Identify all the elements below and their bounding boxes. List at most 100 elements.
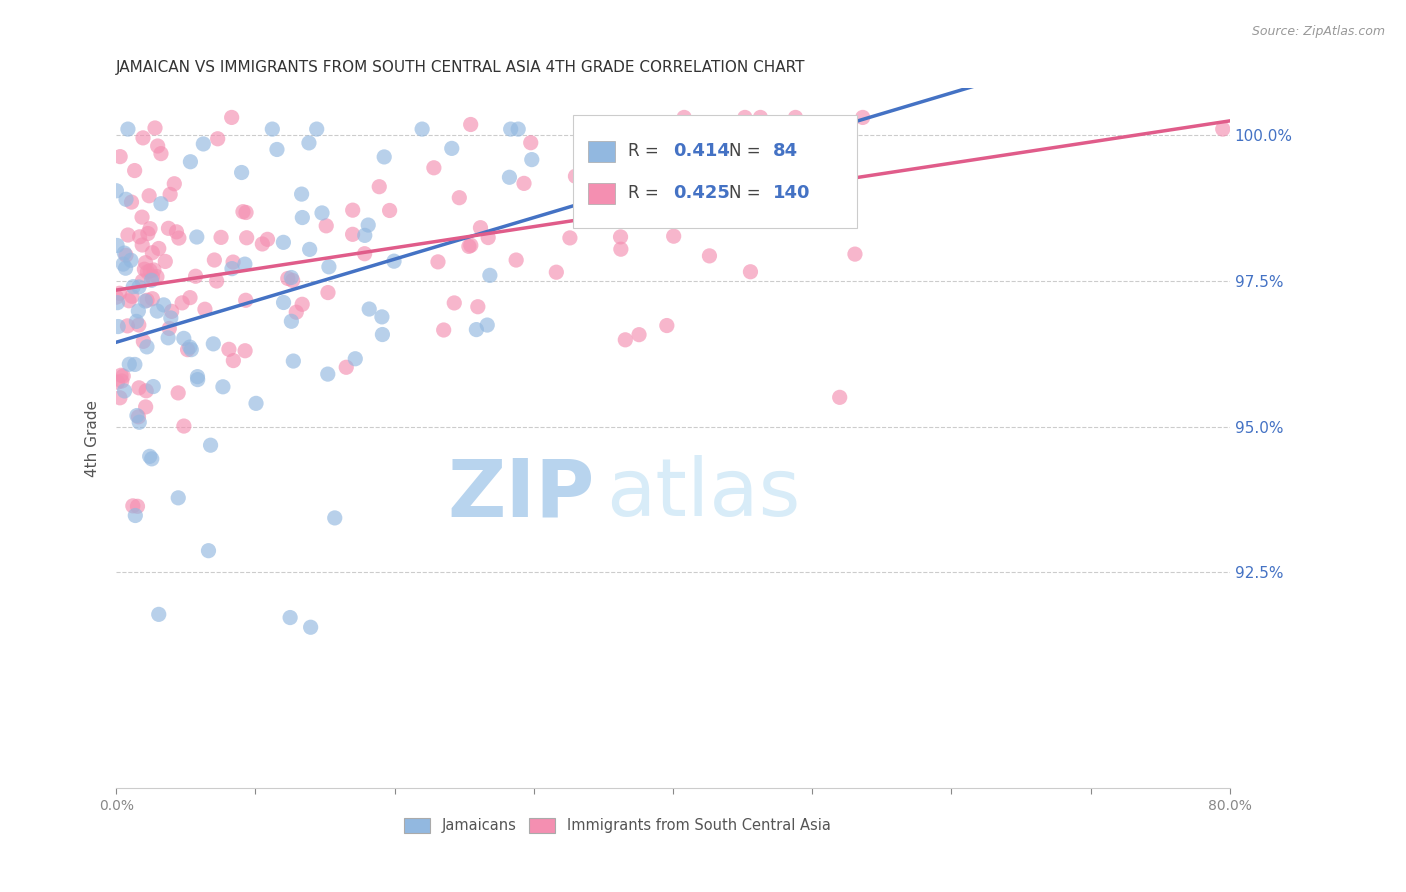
Point: [112, 257, 135, 271]
Point: [141, 451, 163, 466]
Point: [316, 367, 339, 381]
Point: [218, 343, 240, 357]
Point: [207, 132, 229, 146]
Point: [112, 369, 135, 384]
Point: [134, 294, 156, 309]
Point: [235, 231, 257, 245]
Point: [179, 154, 201, 169]
Point: [844, 247, 866, 261]
Point: [443, 296, 465, 310]
Point: [141, 245, 163, 260]
Point: [233, 343, 256, 358]
Point: [107, 295, 129, 310]
Point: [785, 111, 807, 125]
Point: [278, 610, 301, 624]
Point: [128, 229, 150, 244]
Point: [134, 262, 156, 277]
Point: [167, 491, 190, 505]
Point: [353, 228, 375, 243]
Point: [571, 162, 593, 177]
Point: [135, 400, 157, 414]
Point: [353, 246, 375, 260]
Point: [136, 293, 159, 308]
Point: [142, 379, 165, 393]
Point: [221, 111, 243, 125]
Point: [184, 269, 207, 284]
Point: [180, 343, 202, 357]
Point: [107, 319, 129, 334]
Point: [477, 318, 499, 332]
Point: [187, 373, 209, 387]
Point: [614, 333, 637, 347]
Text: 0.425: 0.425: [673, 185, 730, 202]
Point: [235, 205, 257, 219]
Point: [252, 236, 274, 251]
Point: [136, 227, 159, 241]
Point: [128, 415, 150, 429]
Point: [342, 227, 364, 242]
Point: [508, 122, 530, 136]
Point: [176, 343, 198, 357]
Point: [440, 141, 463, 155]
Point: [157, 221, 180, 235]
Point: [280, 314, 302, 328]
Point: [291, 187, 314, 202]
Point: [316, 285, 339, 300]
Point: [775, 178, 797, 193]
Point: [298, 136, 321, 150]
Point: [610, 242, 633, 256]
Point: [558, 231, 581, 245]
Point: [141, 292, 163, 306]
Point: [212, 380, 235, 394]
Point: [519, 136, 541, 150]
Point: [173, 331, 195, 345]
Point: [194, 302, 217, 317]
Point: [108, 286, 131, 301]
Point: [131, 238, 153, 252]
Point: [128, 381, 150, 395]
Point: [202, 252, 225, 267]
Point: [273, 235, 295, 250]
Point: [662, 229, 685, 244]
Point: [139, 264, 162, 278]
Point: [621, 148, 644, 162]
Point: [131, 210, 153, 224]
Point: [148, 607, 170, 622]
Point: [382, 254, 405, 268]
Point: [801, 206, 824, 220]
Point: [193, 136, 215, 151]
Point: [127, 500, 149, 514]
Point: [142, 263, 165, 277]
Point: [285, 305, 308, 319]
Point: [114, 261, 136, 276]
Point: [825, 153, 848, 168]
Text: atlas: atlas: [606, 455, 800, 533]
Point: [373, 150, 395, 164]
Point: [315, 219, 337, 233]
Point: [755, 197, 778, 211]
Point: [266, 143, 288, 157]
Point: [371, 310, 394, 324]
Point: [139, 221, 162, 235]
Text: 140: 140: [773, 185, 811, 202]
Point: [335, 360, 357, 375]
Point: [200, 438, 222, 452]
Point: [221, 261, 243, 276]
Point: [368, 179, 391, 194]
Point: [138, 188, 160, 202]
Point: [520, 153, 543, 167]
Point: [718, 143, 741, 157]
Point: [734, 111, 756, 125]
Point: [714, 134, 737, 148]
Point: [179, 340, 201, 354]
Point: [262, 122, 284, 136]
Point: [157, 321, 180, 335]
Point: [740, 265, 762, 279]
Point: [124, 163, 146, 178]
Point: [499, 122, 522, 136]
Point: [159, 187, 181, 202]
Point: [222, 255, 245, 269]
Point: [202, 336, 225, 351]
Point: [148, 242, 170, 256]
Point: [457, 239, 479, 253]
